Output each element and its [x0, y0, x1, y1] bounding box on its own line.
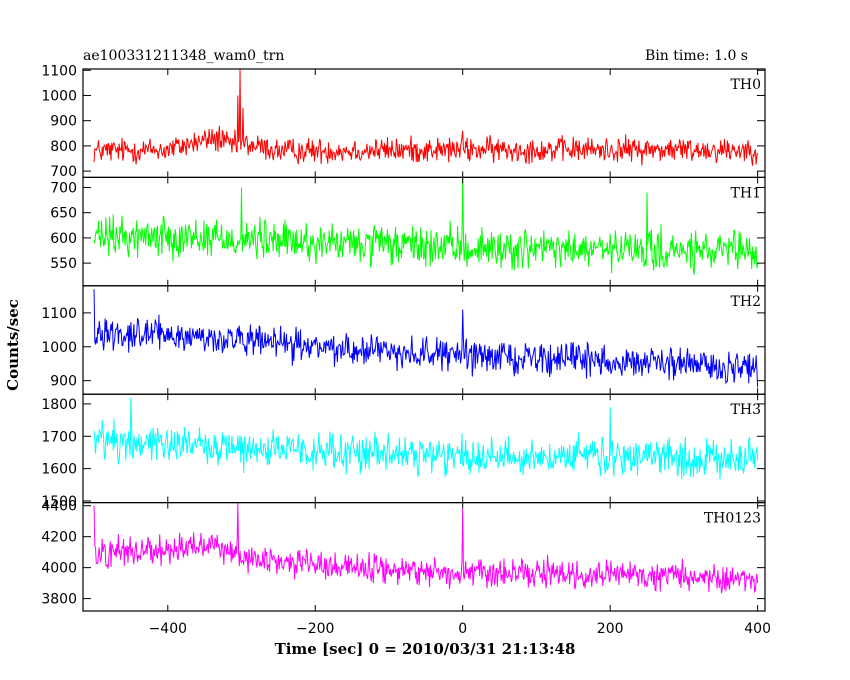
panel-th1: 550 600 650 700 TH1 — [50, 176, 766, 287]
y-tick-label: 1100 — [41, 63, 77, 79]
y-tick-label: 1500 — [41, 494, 77, 510]
series-line-th1 — [93, 177, 759, 275]
y-axis-title: Counts/sec — [4, 299, 22, 391]
bin-time-label: Bin time: 1.0 s — [645, 48, 748, 64]
y-tick-label: 1600 — [41, 462, 77, 478]
x-tick-label: −200 — [296, 621, 334, 637]
x-tick-label: 0 — [458, 621, 467, 637]
series-line-th0123 — [93, 502, 759, 594]
y-tick-label: 3800 — [41, 592, 77, 608]
y-tick-label: 1800 — [41, 397, 77, 413]
y-tick-label: 700 — [50, 180, 77, 196]
y-tick-label: 900 — [50, 114, 77, 130]
x-axis: −400 −200 0 200 400 — [149, 621, 771, 637]
series-line-th0 — [93, 69, 759, 166]
panel-th0: 700 800 900 1000 1100 TH0 — [41, 63, 766, 180]
panels-group: 700 800 900 1000 1100 TH0 550 600 650 700 TH1 900 10… — [41, 63, 766, 612]
x-tick-label: −400 — [149, 621, 187, 637]
x-axis-title: Time [sec] 0 = 2010/03/31 21:13:48 — [275, 640, 576, 658]
y-tick-label: 800 — [50, 139, 77, 155]
panel-th2: 900 1000 1100 TH2 — [41, 285, 766, 395]
x-tick-label: 200 — [597, 621, 624, 637]
panel-th0123: 3800 4000 4200 4400 TH0123 — [41, 499, 766, 612]
series-line-th3 — [93, 397, 759, 480]
panel-label: TH3 — [731, 402, 761, 418]
panel-label: TH0 — [731, 77, 761, 93]
y-tick-label: 900 — [50, 374, 77, 390]
panel-label: TH1 — [731, 185, 761, 201]
chart-title: ae100331211348_wam0_trn — [83, 48, 284, 64]
y-tick-label: 4000 — [41, 561, 77, 577]
y-tick-label: 600 — [50, 231, 77, 247]
x-tick-label: 400 — [744, 621, 771, 637]
panel-th3: 1500 1600 1700 1800 TH3 — [41, 393, 766, 510]
y-tick-label: 650 — [50, 206, 77, 222]
y-tick-label: 1100 — [41, 306, 77, 322]
y-tick-label: 1000 — [41, 88, 77, 104]
panel-label: TH0123 — [704, 511, 761, 527]
y-tick-label: 4200 — [41, 530, 77, 546]
y-tick-label: 4400 — [41, 499, 77, 515]
y-tick-label: 1700 — [41, 429, 77, 445]
panel-label: TH2 — [731, 294, 761, 310]
y-tick-label: 700 — [50, 164, 77, 180]
y-tick-label: 1000 — [41, 340, 77, 356]
panel-frame — [82, 502, 766, 612]
y-tick-label: 550 — [50, 256, 77, 272]
series-line-th2 — [93, 289, 759, 388]
panel-frame — [82, 68, 766, 179]
